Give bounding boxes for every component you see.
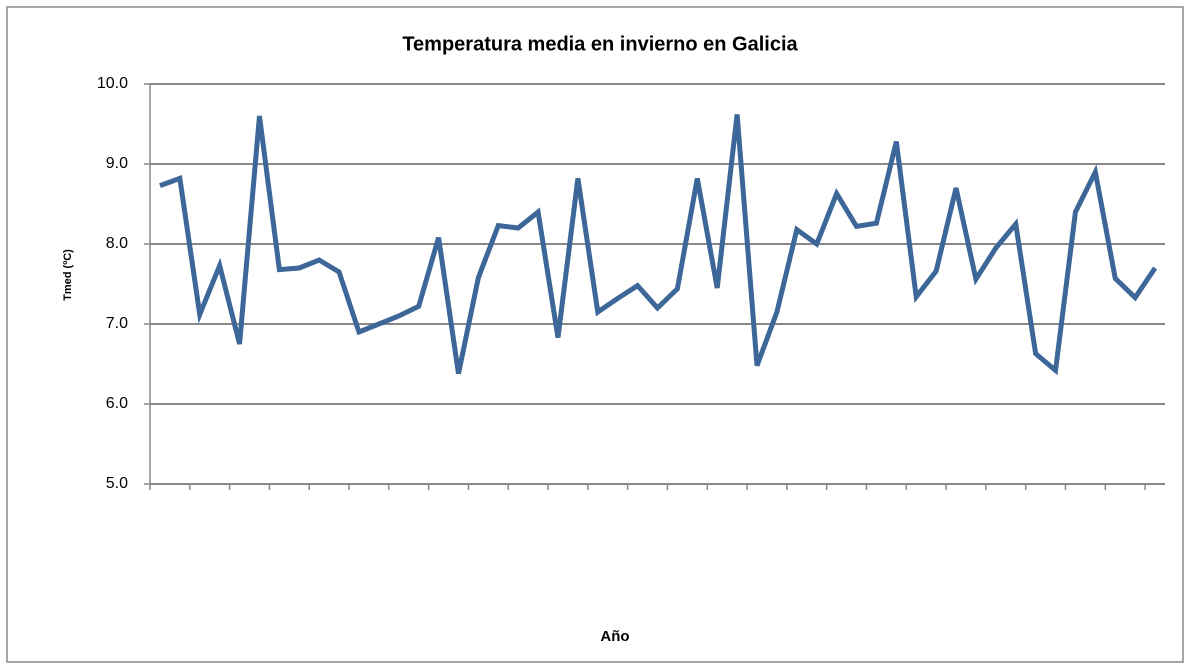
y-tick-label: 6.0	[106, 395, 128, 412]
y-axis-title: Tmed (ºC)	[62, 249, 74, 301]
y-tick-label: 9.0	[106, 155, 128, 172]
y-tick-label: 7.0	[106, 315, 128, 332]
y-tick-label: 10.0	[97, 75, 128, 92]
y-tick-label: 8.0	[106, 235, 128, 252]
x-axis-title: Año	[600, 628, 629, 645]
chart-title: Temperatura media en invierno en Galicia	[402, 33, 798, 55]
y-tick-label: 5.0	[106, 475, 128, 492]
line-series	[159, 114, 1158, 376]
chart-border	[6, 6, 1184, 663]
